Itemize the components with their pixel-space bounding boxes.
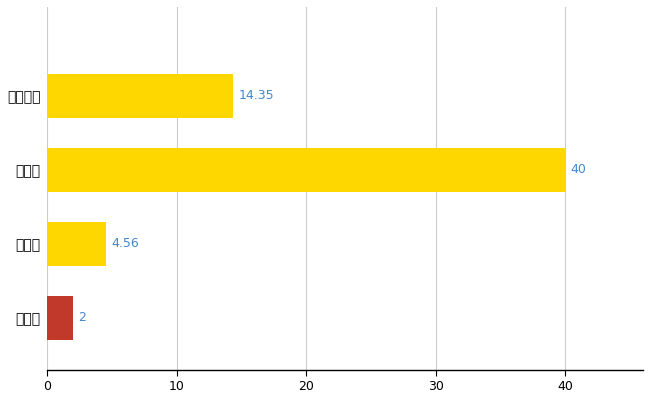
- Text: 40: 40: [571, 163, 586, 176]
- Bar: [47, 148, 566, 192]
- Bar: [47, 296, 73, 340]
- Bar: [47, 222, 107, 266]
- Text: 2: 2: [79, 311, 86, 324]
- Text: 4.56: 4.56: [112, 237, 139, 250]
- Bar: [47, 74, 233, 118]
- Text: 14.35: 14.35: [239, 89, 274, 102]
